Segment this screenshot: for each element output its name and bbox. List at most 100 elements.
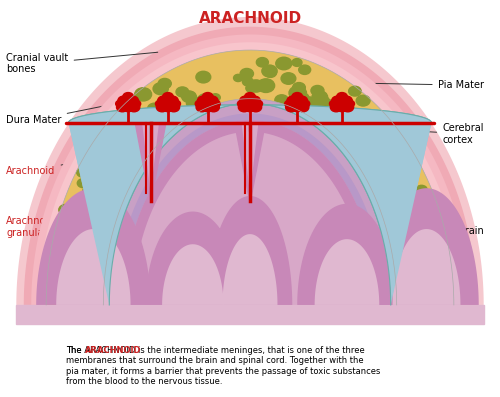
Circle shape (275, 95, 288, 106)
Circle shape (294, 92, 309, 105)
Circle shape (390, 154, 402, 164)
Circle shape (286, 103, 297, 112)
Circle shape (394, 237, 408, 248)
Circle shape (342, 103, 353, 112)
Circle shape (156, 100, 164, 107)
Circle shape (82, 193, 94, 202)
Polygon shape (36, 188, 150, 305)
Circle shape (396, 257, 412, 270)
Circle shape (75, 226, 92, 239)
Circle shape (198, 94, 214, 107)
Circle shape (128, 103, 140, 112)
Circle shape (362, 119, 378, 131)
Circle shape (120, 103, 132, 113)
Polygon shape (16, 17, 483, 305)
Circle shape (206, 96, 218, 105)
Circle shape (334, 99, 350, 112)
Circle shape (100, 137, 115, 149)
Circle shape (298, 65, 310, 74)
Circle shape (110, 154, 126, 167)
Circle shape (123, 93, 134, 101)
Circle shape (100, 200, 111, 208)
Circle shape (196, 103, 207, 112)
Polygon shape (235, 125, 265, 203)
Circle shape (246, 84, 256, 93)
Circle shape (303, 97, 316, 107)
Circle shape (104, 222, 122, 235)
Circle shape (240, 68, 254, 79)
Polygon shape (146, 212, 240, 305)
Polygon shape (68, 103, 432, 305)
Polygon shape (123, 120, 377, 305)
Polygon shape (116, 114, 384, 305)
Circle shape (98, 180, 109, 189)
Circle shape (392, 187, 404, 197)
Circle shape (416, 185, 428, 195)
Circle shape (99, 217, 112, 227)
Circle shape (362, 149, 376, 160)
Circle shape (172, 114, 184, 124)
Circle shape (78, 206, 95, 220)
Circle shape (396, 175, 409, 186)
Circle shape (281, 73, 296, 84)
Circle shape (126, 131, 143, 145)
Circle shape (276, 57, 292, 70)
Circle shape (242, 77, 254, 86)
Circle shape (389, 132, 404, 144)
Polygon shape (143, 125, 158, 187)
Circle shape (100, 212, 112, 222)
Circle shape (362, 170, 374, 180)
Circle shape (242, 99, 258, 112)
Circle shape (390, 247, 403, 256)
Circle shape (52, 235, 70, 249)
Polygon shape (68, 103, 432, 305)
Circle shape (80, 192, 98, 206)
Text: ARACHNOID: ARACHNOID (198, 11, 302, 26)
Polygon shape (16, 305, 483, 324)
Circle shape (301, 100, 310, 107)
Circle shape (348, 86, 361, 96)
Circle shape (408, 260, 421, 270)
Circle shape (248, 80, 264, 92)
Circle shape (196, 71, 211, 83)
Circle shape (254, 100, 262, 107)
Circle shape (360, 158, 373, 168)
Circle shape (306, 99, 317, 108)
Circle shape (156, 103, 168, 112)
Circle shape (82, 202, 95, 212)
Circle shape (257, 79, 274, 93)
Circle shape (336, 93, 347, 101)
Circle shape (48, 260, 64, 272)
Circle shape (292, 93, 302, 101)
Circle shape (148, 103, 162, 114)
Circle shape (91, 242, 102, 251)
Circle shape (134, 142, 150, 155)
Circle shape (238, 100, 246, 107)
Circle shape (109, 172, 124, 184)
Circle shape (112, 150, 129, 164)
Circle shape (210, 94, 220, 101)
Text: Arachnoid: Arachnoid (6, 160, 90, 176)
Circle shape (404, 250, 415, 259)
Circle shape (332, 96, 344, 105)
Circle shape (153, 83, 168, 95)
Circle shape (118, 96, 130, 105)
Circle shape (289, 86, 306, 100)
Circle shape (403, 191, 420, 204)
Circle shape (256, 58, 266, 66)
Circle shape (429, 276, 438, 283)
Circle shape (321, 99, 332, 108)
Circle shape (212, 100, 220, 107)
Circle shape (388, 203, 398, 211)
Circle shape (356, 95, 370, 106)
Circle shape (346, 100, 354, 107)
Circle shape (162, 93, 173, 101)
Circle shape (158, 96, 170, 105)
Circle shape (298, 102, 314, 115)
Circle shape (148, 135, 160, 144)
Circle shape (182, 91, 196, 102)
Circle shape (98, 135, 109, 144)
Circle shape (122, 108, 130, 116)
Circle shape (68, 224, 78, 231)
Circle shape (104, 178, 116, 188)
